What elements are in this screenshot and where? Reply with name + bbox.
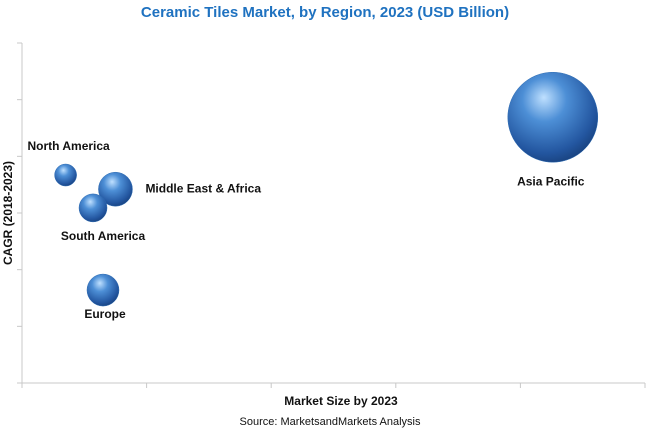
source-note: Source: MarketsandMarkets Analysis	[240, 416, 421, 428]
bubble-label: South America	[61, 229, 146, 243]
bubble	[86, 273, 120, 307]
bubble	[78, 193, 108, 223]
x-axis-title: Market Size by 2023	[284, 394, 398, 408]
chart-title: Ceramic Tiles Market, by Region, 2023 (U…	[141, 4, 509, 21]
bubble	[54, 163, 77, 187]
bubble-label: Middle East & Africa	[145, 181, 261, 195]
bubble-label: Europe	[84, 307, 126, 321]
bubble	[98, 171, 133, 207]
y-axis-title: CAGR (2018-2023)	[1, 161, 15, 265]
bubble-label: North America	[27, 139, 110, 153]
bubble-label: Asia Pacific	[517, 174, 585, 188]
bubble	[507, 71, 599, 163]
